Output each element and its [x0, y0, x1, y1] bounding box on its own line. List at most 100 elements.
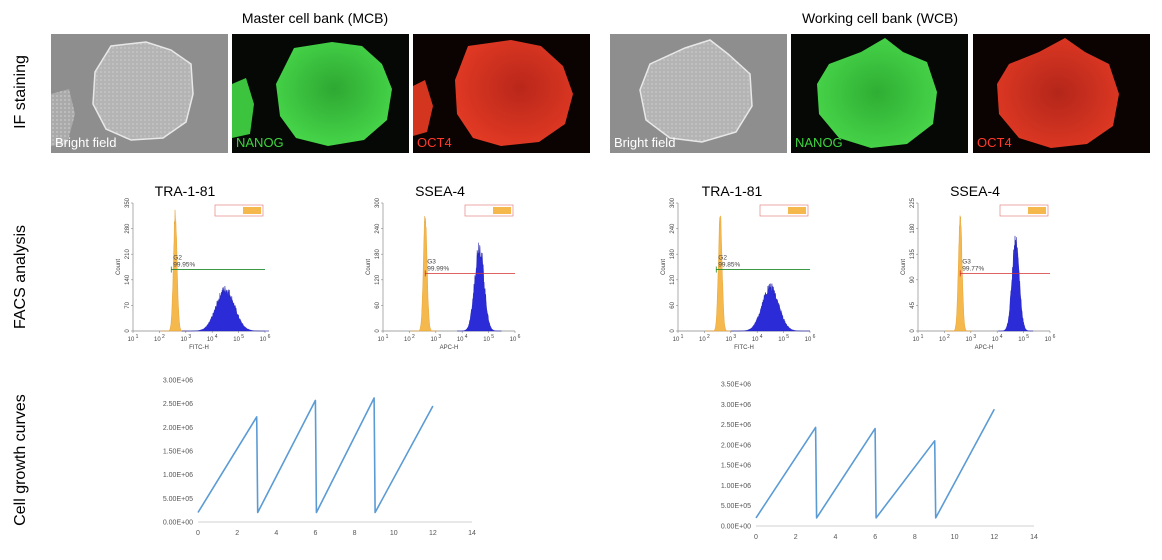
facs-legend-box	[759, 204, 809, 217]
facs-x-tick-label: 10	[404, 337, 411, 343]
facs-x-tick-label: 10	[939, 337, 946, 343]
mcb-bright-field-image: Bright field	[51, 34, 228, 153]
facs-isotype-histogram	[705, 215, 733, 332]
growth-series-line	[197, 397, 434, 514]
facs-x-tick-label: 10	[378, 337, 385, 343]
growth-x-tick-label: 12	[429, 530, 437, 537]
facs-x-tick-exponent: 4	[1000, 334, 1003, 340]
facs-gate-name: G3	[427, 258, 436, 265]
facs-x-tick-exponent: 5	[491, 334, 494, 340]
facs-x-label: APC-H	[440, 345, 459, 351]
facs-title-mcb-ssea-4: SSEA-4	[415, 183, 465, 199]
facs-stained-histogram	[181, 285, 269, 332]
facs-y-label: Count	[901, 259, 907, 275]
facs-isotype-histogram	[945, 215, 973, 332]
growth-y-tick-label: 1.50E+06	[721, 463, 751, 470]
growth-x-tick-label: 6	[873, 534, 877, 541]
growth-series-line	[755, 408, 996, 519]
facs-x-label: FITC-H	[734, 345, 754, 351]
growth-x-tick-label: 4	[274, 530, 278, 537]
facs-y-tick-label: 350	[125, 197, 131, 208]
nanog-stained-colony-picture	[791, 34, 968, 153]
facs-x-tick-label: 10	[483, 337, 490, 343]
facs-y-tick-label: 135	[910, 249, 916, 260]
facs-y-tick-label: 280	[125, 223, 131, 234]
mcb-nanog-image: NANOG	[232, 34, 409, 153]
facs-x-tick-exponent: 3	[733, 334, 736, 340]
wcb-title: Working cell bank (WCB)	[801, 10, 959, 26]
facs-y-tick-label: 140	[125, 274, 131, 285]
facs-x-tick-label: 10	[233, 337, 240, 343]
facs-x-tick-label: 10	[752, 337, 759, 343]
growth-y-tick-label: 0.00E+00	[721, 524, 751, 531]
facs-y-label: Count	[116, 259, 122, 275]
growth-y-tick-label: 5.00E+05	[163, 496, 193, 503]
facs-stained-histogram	[730, 283, 810, 332]
bright-field-colony-picture	[51, 34, 228, 153]
tile-label-bright-field: Bright field	[55, 135, 117, 150]
facs-x-tick-label: 10	[965, 337, 972, 343]
facs-x-tick-exponent: 4	[465, 334, 468, 340]
facs-gate-percent: 99.95%	[173, 262, 195, 269]
facs-x-tick-label: 10	[180, 337, 187, 343]
facs-legend-swatch	[1028, 207, 1046, 214]
oct4-stained-colony-picture	[413, 34, 590, 153]
growth-x-tick-label: 2	[235, 530, 239, 537]
facs-x-label: FITC-H	[189, 345, 209, 351]
tile-label-nanog: NANOG	[795, 135, 843, 150]
facs-x-tick-label: 10	[913, 337, 920, 343]
wcb-oct4-image: OCT4	[973, 34, 1150, 153]
facs-x-tick-label: 10	[778, 337, 785, 343]
facs-y-tick-label: 300	[375, 197, 381, 208]
facs-stained-histogram	[457, 242, 502, 332]
facs-gate-name: G2	[718, 255, 727, 262]
facs-y-tick-label: 90	[910, 276, 916, 283]
facs-legend-swatch	[788, 207, 806, 214]
facs-x-tick-exponent: 3	[973, 334, 976, 340]
facs-y-tick-label: 180	[670, 249, 676, 260]
facs-y-tick-label: 0	[670, 329, 676, 333]
facs-y-tick-label: 225	[910, 197, 916, 208]
row-label-facs-analysis: FACS analysis	[12, 224, 29, 330]
wcb-nanog-image: NANOG	[791, 34, 968, 153]
facs-legend-box	[464, 204, 514, 217]
growth-x-tick-label: 0	[196, 530, 200, 537]
facs-x-tick-exponent: 2	[947, 334, 950, 340]
growth-y-tick-label: 0.00E+00	[163, 520, 193, 527]
facs-x-tick-exponent: 1	[136, 334, 139, 340]
growth-x-tick-label: 14	[1030, 534, 1038, 541]
growth-x-tick-label: 8	[913, 534, 917, 541]
facs-y-label: Count	[366, 259, 372, 275]
facs-x-tick-exponent: 2	[707, 334, 710, 340]
facs-x-tick-exponent: 4	[760, 334, 763, 340]
oct4-stained-colony-picture	[973, 34, 1150, 153]
facs-legend-swatch	[243, 207, 261, 214]
facs-title-wcb-tra-1-81: TRA-1-81	[701, 183, 763, 199]
growth-y-tick-label: 1.00E+06	[163, 472, 193, 479]
facs-y-tick-label: 0	[125, 329, 131, 333]
growth-x-tick-label: 0	[754, 534, 758, 541]
facs-isotype-histogram	[160, 209, 188, 332]
facs-x-tick-exponent: 1	[681, 334, 684, 340]
facs-x-tick-exponent: 6	[1053, 334, 1056, 340]
facs-y-tick-label: 45	[910, 301, 916, 308]
facs-y-tick-label: 180	[910, 223, 916, 234]
facs-x-tick-exponent: 6	[518, 334, 521, 340]
facs-x-tick-label: 10	[207, 337, 214, 343]
facs-x-tick-label: 10	[1045, 337, 1052, 343]
facs-legend-box	[214, 204, 264, 217]
facs-x-tick-exponent: 2	[162, 334, 165, 340]
facs-title-wcb-ssea-4: SSEA-4	[950, 183, 1000, 199]
facs-legend-swatch	[493, 207, 511, 214]
facs-y-tick-label: 70	[125, 301, 131, 308]
facs-y-tick-label: 240	[375, 223, 381, 234]
growth-chart-wcb: 0.00E+00 5.00E+05 1.00E+06 1.50E+06 2.00E+06…	[721, 382, 1038, 542]
facs-isotype-histogram	[410, 215, 438, 332]
facs-gate-name: G2	[173, 255, 182, 262]
facs-x-tick-label: 10	[430, 337, 437, 343]
mcb-oct4-image: OCT4	[413, 34, 590, 153]
facs-x-tick-label: 10	[1018, 337, 1025, 343]
nanog-stained-colony-picture	[232, 34, 409, 153]
